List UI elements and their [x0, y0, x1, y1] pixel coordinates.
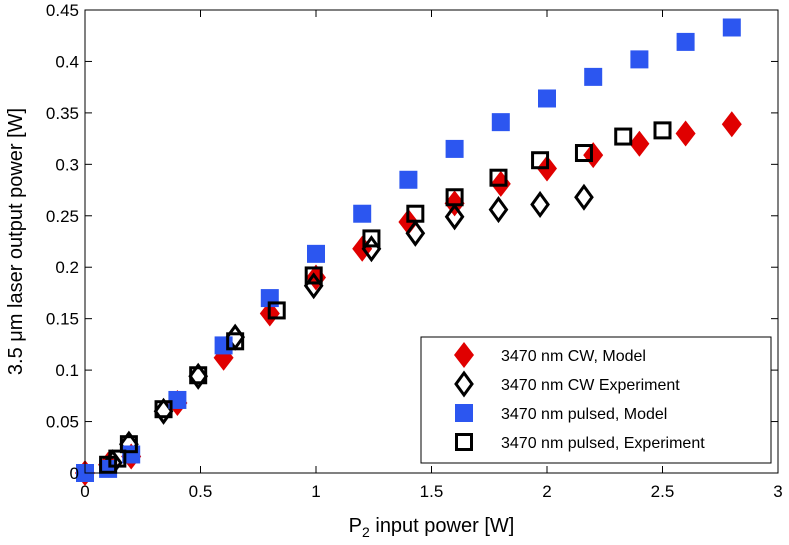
data-point	[488, 196, 509, 224]
x-tick-label: 1	[311, 482, 320, 501]
x-axis-title-rest: input power [W]	[370, 515, 515, 537]
y-tick-label: 0.15	[46, 310, 79, 329]
y-tick-label: 0.45	[46, 1, 79, 20]
legend-marker	[455, 404, 473, 422]
legend-label: 3470 nm pulsed, Model	[501, 406, 667, 423]
data-point	[189, 366, 208, 385]
data-point	[267, 301, 286, 320]
legend-box	[420, 336, 772, 464]
legend-label: 3470 nm CW, Model	[501, 348, 646, 365]
data-point	[629, 130, 650, 157]
data-point	[531, 151, 550, 170]
y-tick-label: 0.25	[46, 207, 79, 226]
y-tick-label: 0.2	[55, 258, 79, 277]
data-point	[405, 219, 426, 247]
axis-ticks	[84, 9, 779, 474]
data-point	[630, 50, 649, 69]
data-point	[154, 400, 173, 419]
legend: 3470 nm CW, Model 3470 nm CW Experiment 34…	[420, 336, 772, 464]
data-point	[108, 449, 127, 468]
y-tick-label: 0.35	[46, 104, 79, 123]
y-tick-label: 0.3	[55, 155, 79, 174]
x-tick-label: 0	[80, 482, 89, 501]
data-point	[574, 144, 593, 163]
x-tick-label: 2.5	[651, 482, 675, 501]
data-point	[226, 332, 245, 351]
x-tick-label: 0.5	[189, 482, 213, 501]
data-point	[445, 188, 464, 207]
y-tick-label: 0.4	[55, 52, 79, 71]
data-point	[489, 168, 508, 187]
x-axis-title: P2 input power [W]	[349, 515, 515, 540]
x-axis-title-main: P	[349, 515, 362, 537]
data-point	[399, 170, 418, 189]
y-tick-label: 0.05	[46, 413, 79, 432]
data-point	[188, 362, 209, 390]
data-point	[722, 18, 741, 37]
y-tick-label: 0	[70, 464, 79, 483]
data-point	[675, 120, 696, 147]
x-tick-label: 1.5	[420, 482, 444, 501]
data-point	[214, 336, 233, 355]
series-4	[99, 121, 672, 474]
axis-tick-labels: 0 0.5 1 1.5 2 2.5 3 0 0.05 0.1 0.15 0.2 0.25 0.3 0.35 0…	[46, 1, 783, 501]
data-point	[406, 204, 425, 223]
legend-marker	[454, 370, 474, 398]
y-axis-title: 3.5 μm laser output power [W]	[5, 108, 27, 375]
data-point	[307, 244, 325, 263]
data-point	[584, 67, 603, 86]
data-point	[445, 139, 464, 158]
legend-label: 3470 nm pulsed, Experiment	[501, 435, 705, 452]
x-tick-label: 2	[542, 482, 551, 501]
data-point	[574, 183, 594, 211]
x-tick-label: 3	[773, 482, 782, 501]
data-point	[168, 390, 187, 409]
data-point	[444, 203, 465, 231]
legend-marker	[455, 433, 473, 451]
data-point	[362, 229, 381, 248]
data-point	[119, 435, 138, 454]
data-point	[530, 190, 550, 219]
data-point	[676, 32, 695, 51]
x-axis-title-subscript: 2	[362, 524, 370, 540]
data-point	[721, 111, 742, 138]
data-point	[353, 204, 372, 223]
legend-label: 3470 nm CW Experiment	[501, 377, 680, 394]
legend-marker	[454, 342, 474, 368]
y-tick-label: 0.1	[55, 361, 79, 380]
data-point	[653, 121, 672, 140]
data-markers	[75, 18, 742, 486]
data-point	[538, 89, 556, 108]
data-point	[614, 127, 633, 146]
data-point	[304, 266, 323, 285]
data-point	[491, 113, 510, 132]
